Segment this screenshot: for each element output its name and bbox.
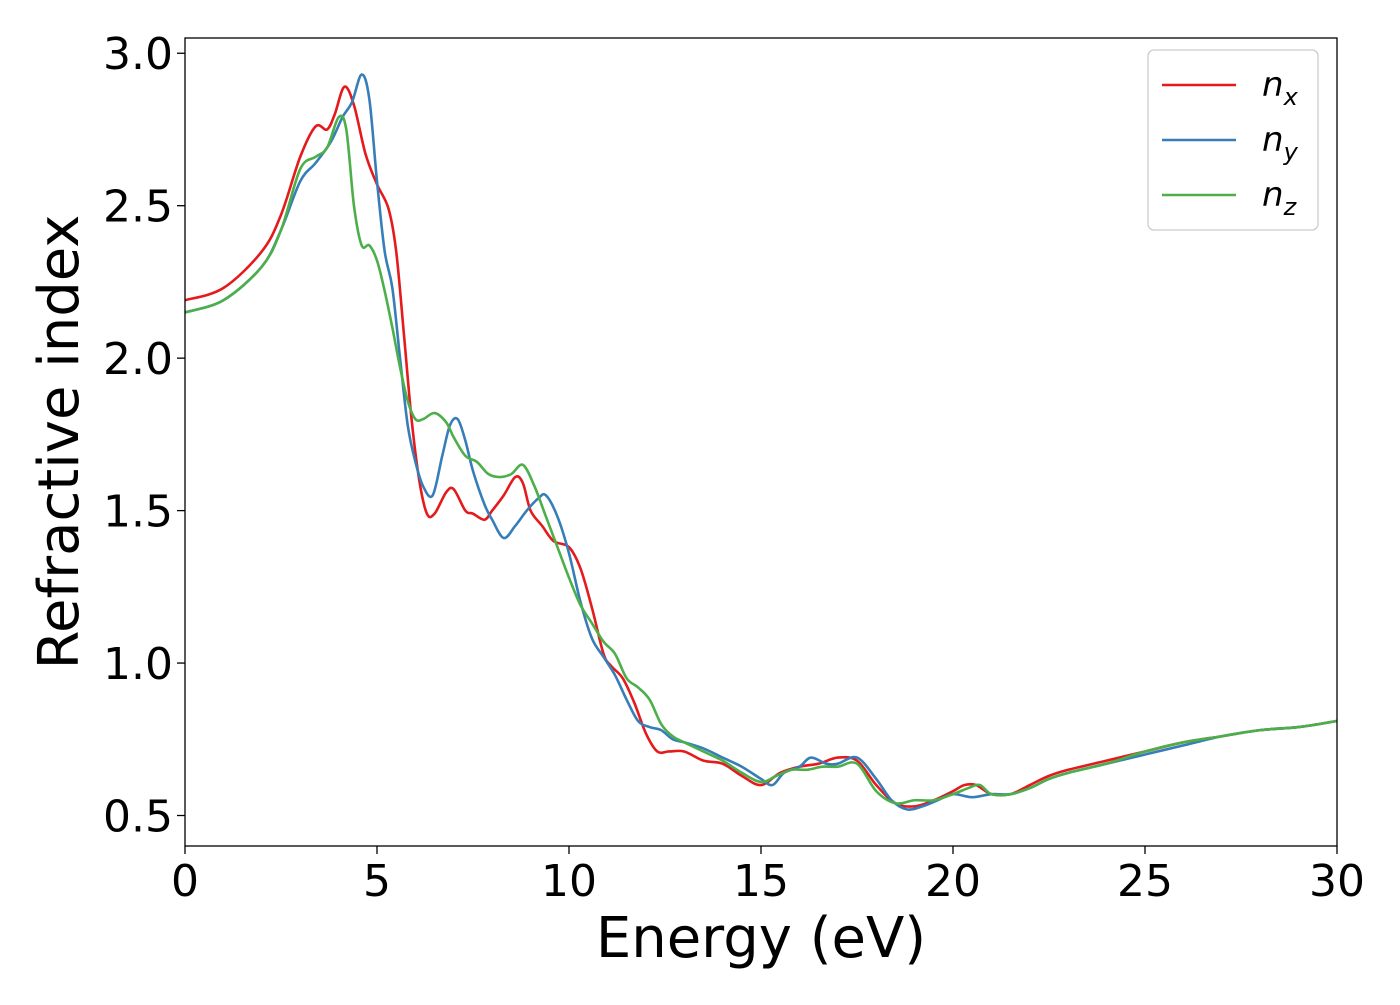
x-tick-label: 10 [541,856,597,907]
y-tick-label: 0.5 [103,792,173,843]
y-tick-label: 2.5 [103,182,173,233]
series-layer [185,73,1337,811]
y-axis-title: Refractive index [27,215,92,670]
y-tick-label: 1.0 [103,639,173,690]
x-tick-label: 30 [1309,856,1365,907]
series-line-nz [185,114,1337,805]
x-tick-label: 5 [363,856,391,907]
x-axis: 0 5 10 15 20 25 30 [171,846,1365,907]
x-tick-label: 25 [1117,856,1173,907]
y-tick-label: 3.0 [103,29,173,80]
y-axis: 0.5 1.0 1.5 2.0 2.5 3.0 [103,29,185,843]
x-axis-title: Energy (eV) [596,906,926,971]
y-tick-label: 2.0 [103,334,173,385]
x-tick-label: 0 [171,856,199,907]
x-tick-label: 20 [925,856,981,907]
y-tick-label: 1.5 [103,487,173,538]
x-tick-label: 15 [733,856,789,907]
series-line-ny [185,73,1337,811]
